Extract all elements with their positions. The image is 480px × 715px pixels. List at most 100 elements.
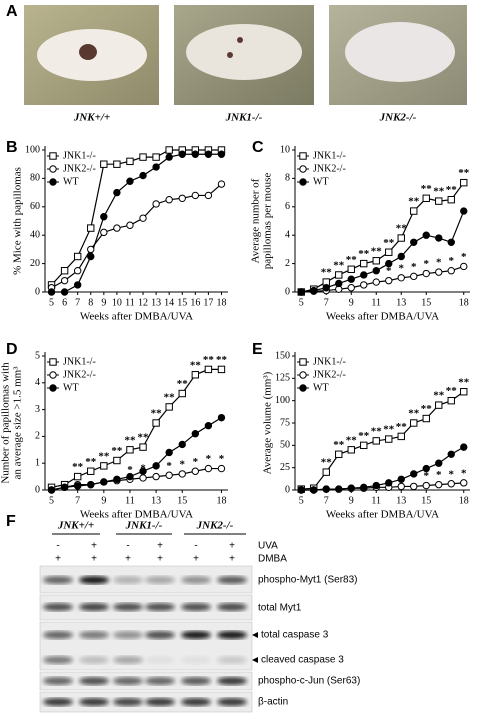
significance-label: ** — [421, 403, 433, 415]
significance-label: * — [436, 257, 442, 269]
significance-label: * — [206, 453, 212, 465]
x-tick-label: 9 — [349, 495, 354, 506]
data-point — [385, 435, 393, 443]
data-point — [410, 470, 418, 478]
data-point — [422, 194, 430, 202]
band — [145, 656, 175, 664]
significance-label: ** — [358, 430, 370, 442]
photo — [329, 5, 467, 105]
band-label: total Myt1 — [258, 603, 302, 614]
data-point — [297, 486, 305, 494]
y-tick-label: 5 — [35, 350, 40, 361]
data-point — [152, 472, 160, 481]
group-label: JNK1-/- — [125, 520, 163, 532]
data-point — [335, 485, 343, 493]
data-point — [191, 430, 200, 438]
significance-label: * — [399, 262, 405, 274]
y-tick-label: 75 — [280, 417, 290, 428]
treatment-sign: + — [229, 541, 235, 552]
x-tick-label: 5 — [299, 495, 304, 506]
panel-letter: B — [6, 139, 18, 156]
data-point — [165, 153, 173, 161]
data-point — [178, 194, 186, 202]
data-point — [322, 468, 330, 476]
y-tick-label: 10 — [280, 144, 290, 155]
x-tick-label: 13 — [151, 495, 161, 506]
genotype-label: JNK+/+ — [73, 112, 110, 124]
significance-label: * — [424, 470, 430, 482]
significance-label: * — [436, 469, 442, 481]
band — [217, 698, 247, 706]
band-label: total caspase 3 — [261, 630, 329, 641]
significance-label: ** — [408, 408, 420, 420]
significance-label: * — [449, 468, 455, 480]
data-point — [204, 150, 213, 158]
significance-label: ** — [138, 432, 150, 444]
data-point — [73, 267, 82, 275]
legend-marker — [49, 358, 57, 366]
band — [217, 631, 247, 639]
data-point — [410, 207, 418, 215]
y-tick-label: 8 — [285, 173, 290, 184]
y-tick-label: 100 — [275, 395, 290, 406]
data-point — [410, 482, 418, 491]
y-tick-label: 0 — [285, 286, 290, 297]
legend-label: WT — [63, 176, 79, 187]
data-point — [310, 286, 318, 295]
legend-label: JNK2-/- — [63, 163, 96, 174]
significance-label: ** — [446, 385, 458, 397]
data-point — [410, 419, 418, 427]
legend-label: JNK1-/- — [313, 150, 346, 161]
significance-label: * — [424, 258, 430, 270]
data-point — [335, 271, 343, 279]
treatment-sign: + — [193, 554, 199, 565]
data-point — [360, 441, 368, 450]
data-point — [139, 467, 147, 475]
data-point — [73, 482, 82, 490]
y-tick-label: 0 — [285, 484, 290, 495]
data-point — [113, 160, 121, 168]
treatment-sign: + — [229, 554, 235, 565]
x-axis-label: Weeks after DMBA/UVA — [326, 509, 439, 521]
legend-marker — [299, 358, 307, 366]
x-tick-label: 14 — [164, 297, 174, 308]
data-point — [87, 245, 95, 254]
significance-label: ** — [72, 461, 84, 473]
data-point — [372, 278, 380, 286]
band — [217, 576, 247, 584]
data-point — [372, 267, 380, 275]
x-tick-label: 18 — [216, 495, 226, 506]
legend-label: JNK2-/- — [313, 369, 346, 380]
data-point — [73, 252, 82, 261]
data-point — [360, 271, 368, 279]
legend-label: WT — [313, 382, 329, 393]
x-tick-label: 13 — [396, 495, 406, 506]
data-point — [191, 191, 200, 200]
band — [79, 698, 109, 706]
significance-label: ** — [190, 359, 202, 371]
y-tick-label: 20 — [30, 258, 40, 269]
significance-label: ** — [203, 354, 215, 366]
band — [113, 698, 143, 706]
significance-label: ** — [371, 245, 383, 257]
significance-label: ** — [346, 254, 358, 266]
data-point — [435, 480, 443, 489]
photo — [174, 5, 314, 105]
x-tick-label: 15 — [421, 495, 431, 506]
data-point — [410, 238, 418, 247]
legend-marker — [299, 165, 307, 173]
data-point — [87, 467, 95, 475]
x-tick-label: 5 — [49, 495, 54, 506]
x-tick-label: 10 — [112, 297, 122, 308]
group-label: JNK2-/- — [196, 520, 234, 532]
y-tick-label: 3 — [35, 404, 40, 415]
band — [145, 603, 175, 611]
data-point — [397, 252, 405, 261]
legend-label: JNK2-/- — [313, 163, 346, 174]
x-tick-label: 15 — [177, 495, 187, 506]
significance-label: ** — [433, 186, 445, 198]
data-point — [60, 276, 69, 285]
y-tick-label: 125 — [275, 373, 290, 384]
data-point — [360, 281, 368, 289]
treatment-sign: + — [125, 554, 131, 565]
